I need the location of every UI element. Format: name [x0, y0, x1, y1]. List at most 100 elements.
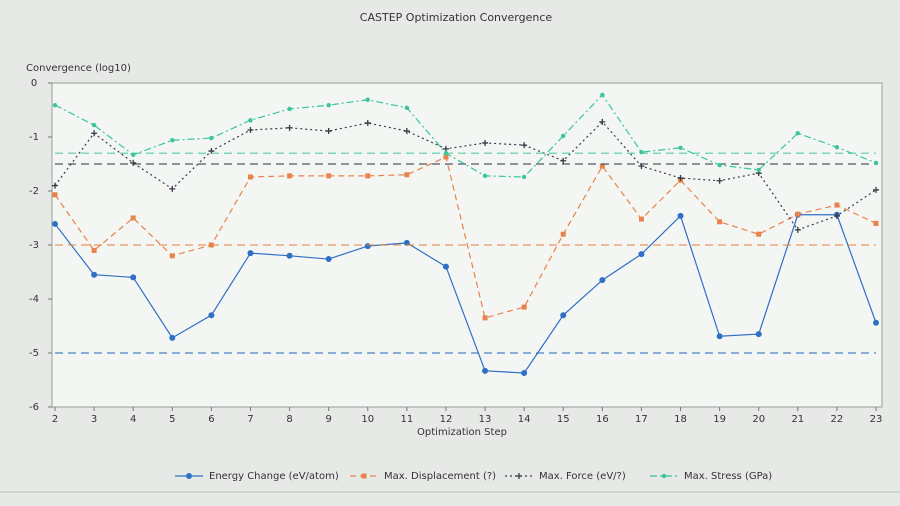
marker	[169, 185, 176, 192]
marker	[365, 97, 370, 102]
x-tick-label: 4	[130, 414, 136, 425]
x-tick-label: 22	[831, 414, 844, 425]
marker	[677, 175, 684, 182]
marker	[326, 102, 331, 108]
marker	[873, 319, 879, 326]
marker	[716, 177, 723, 184]
series-line	[54, 214, 877, 374]
x-axis-label: Optimization Step	[417, 427, 507, 438]
y-tick-label: -2	[29, 186, 39, 197]
marker	[52, 192, 58, 198]
marker	[560, 312, 567, 319]
marker	[795, 211, 801, 217]
marker	[638, 216, 644, 222]
y-tick-label: -4	[29, 294, 39, 305]
x-tick-label: 9	[325, 414, 331, 425]
marker	[560, 231, 566, 237]
x-tick-label: 19	[713, 414, 726, 425]
y-tick-label: -5	[29, 348, 39, 359]
marker	[52, 102, 58, 108]
marker	[169, 334, 176, 341]
marker	[365, 173, 371, 179]
marker	[756, 167, 761, 173]
series-line	[54, 156, 877, 319]
marker	[91, 122, 97, 128]
marker	[286, 124, 293, 131]
marker	[833, 212, 840, 219]
x-tick-label: 8	[286, 414, 292, 425]
marker	[677, 212, 684, 219]
y-tick-label: -6	[29, 402, 39, 413]
legend-marker	[516, 473, 522, 479]
series-line	[54, 121, 877, 231]
x-tick-label: 5	[169, 414, 175, 425]
marker	[52, 182, 58, 189]
marker	[756, 231, 762, 237]
marker	[91, 271, 98, 278]
marker	[834, 202, 840, 208]
legend-marker	[186, 473, 192, 479]
marker	[600, 92, 605, 98]
marker	[286, 252, 293, 259]
marker	[325, 128, 332, 135]
marker	[482, 315, 488, 321]
marker	[442, 145, 449, 152]
marker	[130, 152, 136, 158]
marker	[130, 215, 136, 221]
marker	[403, 128, 410, 135]
marker	[403, 239, 410, 246]
marker	[873, 186, 879, 193]
marker	[209, 135, 214, 141]
legend-label: Max. Force (eV/?)	[539, 471, 626, 482]
marker	[287, 106, 292, 112]
marker	[716, 333, 723, 340]
x-tick-label: 21	[791, 414, 804, 425]
marker	[599, 118, 606, 125]
x-tick-label: 20	[752, 414, 765, 425]
marker	[482, 139, 489, 146]
x-tick-label: 3	[91, 414, 97, 425]
marker	[521, 142, 528, 149]
x-tick-label: 15	[557, 414, 570, 425]
marker	[52, 220, 58, 227]
marker	[482, 367, 489, 374]
legend-marker	[661, 473, 667, 479]
y-tick-label: 0	[31, 78, 37, 89]
marker	[130, 274, 137, 281]
x-tick-label: 16	[596, 414, 609, 425]
x-tick-label: 14	[518, 414, 531, 425]
marker	[717, 219, 723, 225]
x-tick-label: 10	[361, 414, 374, 425]
marker	[287, 173, 293, 179]
marker	[717, 162, 722, 168]
marker	[482, 173, 488, 179]
marker	[247, 250, 254, 257]
marker	[208, 312, 215, 319]
y-axis-label: Convergence (log10)	[26, 63, 131, 74]
legend-marker	[361, 473, 367, 479]
marker	[248, 118, 253, 123]
marker	[247, 174, 253, 180]
marker	[443, 154, 449, 160]
x-tick-label: 17	[635, 414, 648, 425]
x-tick-label: 2	[52, 414, 58, 425]
marker	[325, 256, 332, 263]
marker	[169, 253, 175, 259]
marker	[443, 151, 449, 156]
marker	[873, 160, 879, 166]
marker	[561, 133, 566, 139]
legend-label: Max. Stress (GPa)	[684, 471, 772, 482]
marker	[91, 130, 98, 137]
x-tick-label: 6	[208, 414, 214, 425]
marker	[442, 263, 449, 270]
marker	[834, 145, 840, 150]
marker	[364, 119, 371, 126]
legend-label: Max. Displacement (?)	[384, 471, 496, 482]
chart-title: CASTEP Optimization Convergence	[360, 11, 553, 24]
y-tick-label: -1	[29, 132, 39, 143]
marker	[404, 105, 410, 111]
marker	[247, 126, 254, 133]
marker	[404, 172, 410, 178]
marker	[521, 174, 527, 180]
